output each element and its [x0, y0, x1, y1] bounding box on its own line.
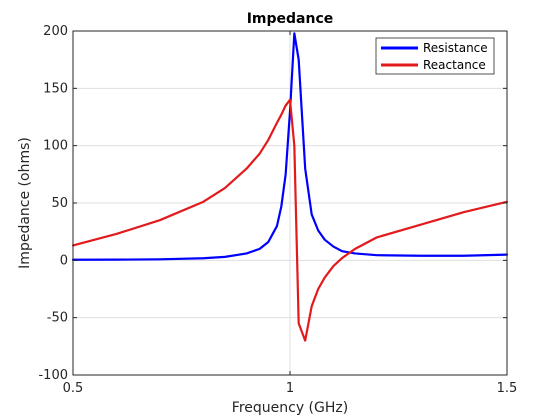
- x-tick-label: 0.5: [63, 381, 84, 396]
- y-tick-label: 50: [51, 196, 68, 211]
- legend-label-resistance: Resistance: [423, 41, 488, 55]
- x-tick-label: 1: [286, 381, 294, 396]
- y-tick-label: 200: [43, 24, 68, 39]
- y-axis-label: Impedance (ohms): [17, 137, 33, 269]
- series-line-reactance: [71, 98, 509, 342]
- y-tick-label: -50: [47, 311, 68, 326]
- y-tick-label: 0: [60, 253, 68, 268]
- x-tick-label: 1.5: [497, 381, 518, 396]
- axis-ticks: -100 -50 0 50 100 150 200 0.5 1 1.5: [38, 24, 517, 396]
- x-axis-label: Frequency (GHz): [232, 400, 348, 416]
- chart-title: Impedance: [247, 11, 334, 27]
- legend: Resistance Reactance: [375, 37, 495, 75]
- y-tick-label: 100: [43, 139, 68, 154]
- legend-box: [375, 37, 495, 75]
- y-tick-label: -100: [38, 368, 68, 383]
- series-line-resistance: [71, 32, 509, 261]
- series-lines: [71, 32, 509, 342]
- y-tick-label: 150: [43, 81, 68, 96]
- legend-label-reactance: Reactance: [423, 58, 486, 72]
